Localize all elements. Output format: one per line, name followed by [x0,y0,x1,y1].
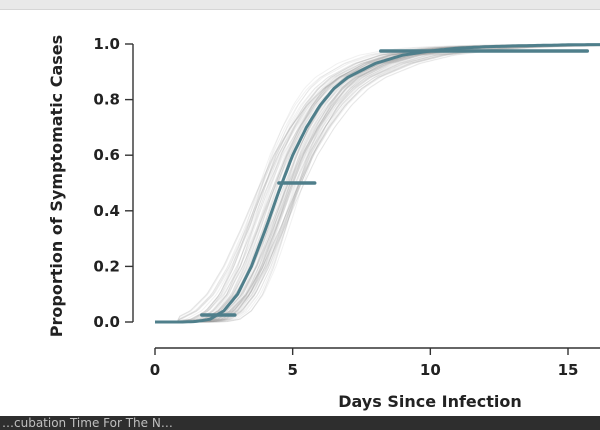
x-tick-label: 15 [558,361,579,379]
bootstrap-curves [155,44,600,323]
chart-svg: 0.0 0.2 0.4 0.6 0.8 1.0 0 5 10 15 Proportion of S… [47,35,600,411]
bootstrap-curve [155,45,600,323]
bottom-caption-bar: …cubation Time For The N… [0,416,600,430]
y-tick-label: 0.8 [93,91,120,109]
main-curve [155,43,600,324]
bootstrap-curve [155,44,600,323]
x-tick-label: 5 [287,361,297,379]
bootstrap-curve [155,44,600,323]
bootstrap-curve [155,45,600,323]
bootstrap-curve [155,45,600,323]
bootstrap-curve [155,45,600,323]
y-tick-label: 0.4 [93,202,120,220]
percentile-markers [200,49,590,317]
y-tick-label: 1.0 [93,35,120,53]
x-tick-label: 10 [420,361,441,379]
x-tick-label: 0 [150,361,160,379]
bootstrap-curve [155,45,600,323]
x-axis-title: Days Since Infection [338,392,522,411]
bottom-caption-text: …cubation Time For The N… [2,416,173,430]
main-curve-group [155,43,600,324]
chart-area: 0.0 0.2 0.4 0.6 0.8 1.0 0 5 10 15 Proportion of S… [0,10,600,418]
y-axis-title: Proportion of Symptomatic Cases [47,35,66,337]
axes: 0.0 0.2 0.4 0.6 0.8 1.0 0 5 10 15 [93,35,600,379]
bootstrap-curve [155,45,600,323]
top-strip [0,0,600,10]
bootstrap-curve [155,44,600,323]
y-tick-label: 0.2 [93,257,120,275]
y-tick-label: 0.6 [93,146,120,164]
y-tick-label: 0.0 [93,313,120,331]
